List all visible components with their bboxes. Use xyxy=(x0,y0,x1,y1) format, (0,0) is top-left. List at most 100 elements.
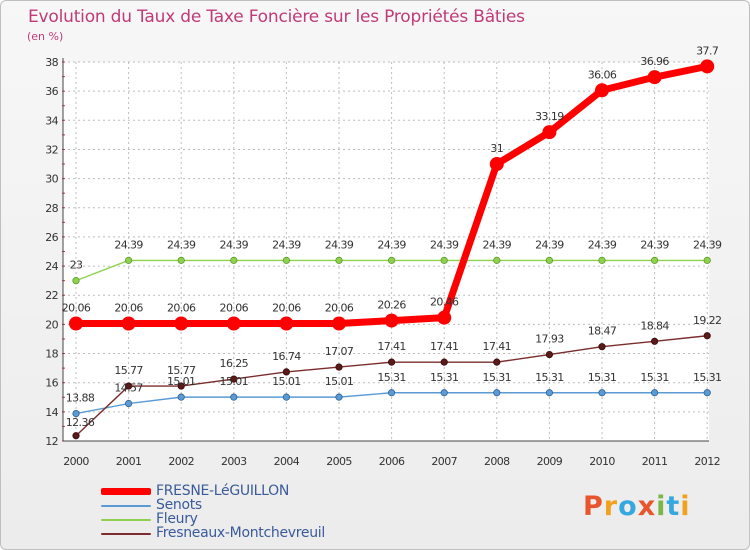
data-label: 17.41 xyxy=(377,340,406,353)
data-labels: 20.06 20.06 20.06 20.06 20.06 20.06 20.26 20.46… xyxy=(62,44,723,429)
data-label: 24.39 xyxy=(167,238,196,251)
y-tick-label: 26 xyxy=(45,231,58,244)
data-label: 15.31 xyxy=(430,371,459,384)
legend-label: Fleury xyxy=(156,511,198,527)
x-tick-label: 2012 xyxy=(694,455,720,468)
data-label: 24.39 xyxy=(377,238,406,251)
data-point xyxy=(545,256,554,264)
data-point xyxy=(493,389,501,397)
data-label: 36.96 xyxy=(640,55,669,68)
data-point xyxy=(703,332,711,340)
data-point xyxy=(174,316,189,331)
data-point xyxy=(650,389,659,397)
data-label: 15.01 xyxy=(167,375,196,388)
data-label: 18.47 xyxy=(588,325,617,338)
data-label: 24.39 xyxy=(483,238,512,251)
data-label: 20.06 xyxy=(220,302,249,315)
data-point xyxy=(440,389,448,397)
data-point xyxy=(545,350,554,359)
data-label: 20.06 xyxy=(272,302,301,315)
data-label: 24.39 xyxy=(272,238,301,251)
logo-letter: o xyxy=(618,491,638,522)
y-tick-label: 22 xyxy=(45,289,58,302)
data-point xyxy=(335,256,343,264)
data-label: 24.39 xyxy=(693,238,722,251)
data-point xyxy=(72,409,80,418)
y-tick-label: 36 xyxy=(45,85,58,98)
data-point xyxy=(125,382,133,390)
x-tick-label: 2001 xyxy=(116,455,142,468)
data-point xyxy=(440,358,448,366)
plot-area xyxy=(63,62,709,441)
data-point xyxy=(121,316,136,331)
data-point xyxy=(177,256,185,264)
data-point xyxy=(72,432,80,440)
data-point xyxy=(700,59,715,74)
y-tick-label: 14 xyxy=(45,406,58,419)
data-point xyxy=(493,256,501,264)
data-label: 15.77 xyxy=(167,364,196,377)
data-label: 16.25 xyxy=(220,357,249,370)
x-tick-label: 2006 xyxy=(379,455,405,468)
data-label: 17.41 xyxy=(430,340,459,353)
data-label: 15.31 xyxy=(693,371,722,384)
data-point xyxy=(230,256,238,264)
data-point xyxy=(282,256,290,264)
data-point xyxy=(595,83,609,98)
y-tick-label: 18 xyxy=(45,348,58,361)
data-label: 24.39 xyxy=(640,238,669,251)
legend-swatch xyxy=(101,488,151,495)
data-label: 36.06 xyxy=(588,68,617,81)
x-tick-label: 2011 xyxy=(642,455,668,468)
y-tick-label: 32 xyxy=(45,143,58,156)
legend-swatch xyxy=(101,519,151,521)
data-point xyxy=(440,256,448,264)
data-label: 37.7 xyxy=(696,44,719,57)
data-label: 24.39 xyxy=(114,238,143,251)
data-point xyxy=(384,313,399,328)
x-tick-label: 2004 xyxy=(274,455,300,468)
data-label: 20.06 xyxy=(114,302,143,315)
data-point xyxy=(72,277,80,285)
data-label: 15.01 xyxy=(325,375,354,388)
data-label: 15.01 xyxy=(272,375,301,388)
data-label: 20.26 xyxy=(377,299,406,312)
y-tick-label: 34 xyxy=(45,114,58,127)
logo-letter: P xyxy=(583,491,604,522)
logo-letter: r xyxy=(603,491,619,522)
legend-label: Fresneaux-Montchevreuil xyxy=(156,525,325,541)
y-tick-label: 38 xyxy=(45,56,58,69)
data-point xyxy=(332,316,346,331)
data-point xyxy=(177,393,185,401)
data-point xyxy=(387,358,396,366)
chart-title: Evolution du Taux de Taxe Foncière sur l… xyxy=(28,7,525,27)
logo-letter: i xyxy=(680,491,691,522)
data-point xyxy=(598,256,606,264)
data-label: 17.41 xyxy=(483,340,512,353)
data-label: 15.01 xyxy=(220,375,249,388)
data-point xyxy=(230,375,238,383)
y-tick-label: 24 xyxy=(45,260,58,273)
data-label: 23 xyxy=(70,259,83,272)
logo-letter: t xyxy=(666,491,681,522)
data-point xyxy=(545,389,554,397)
data-label: 20.06 xyxy=(62,302,91,315)
x-tick-label: 2000 xyxy=(63,455,89,468)
data-point xyxy=(226,316,241,331)
data-label: 31 xyxy=(490,142,503,155)
data-label: 12.36 xyxy=(66,416,95,429)
data-point xyxy=(282,393,290,401)
unit-label: (en %) xyxy=(27,30,64,43)
data-label: 15.31 xyxy=(640,371,669,384)
data-label: 18.84 xyxy=(640,319,669,332)
data-label: 24.39 xyxy=(588,238,617,251)
logo-letter: i xyxy=(656,491,667,522)
data-point xyxy=(493,358,501,366)
data-point xyxy=(387,256,396,264)
data-point xyxy=(125,399,133,408)
grid xyxy=(63,61,709,442)
data-point xyxy=(69,316,83,331)
data-label: 19.22 xyxy=(693,314,722,327)
data-point xyxy=(598,343,606,351)
